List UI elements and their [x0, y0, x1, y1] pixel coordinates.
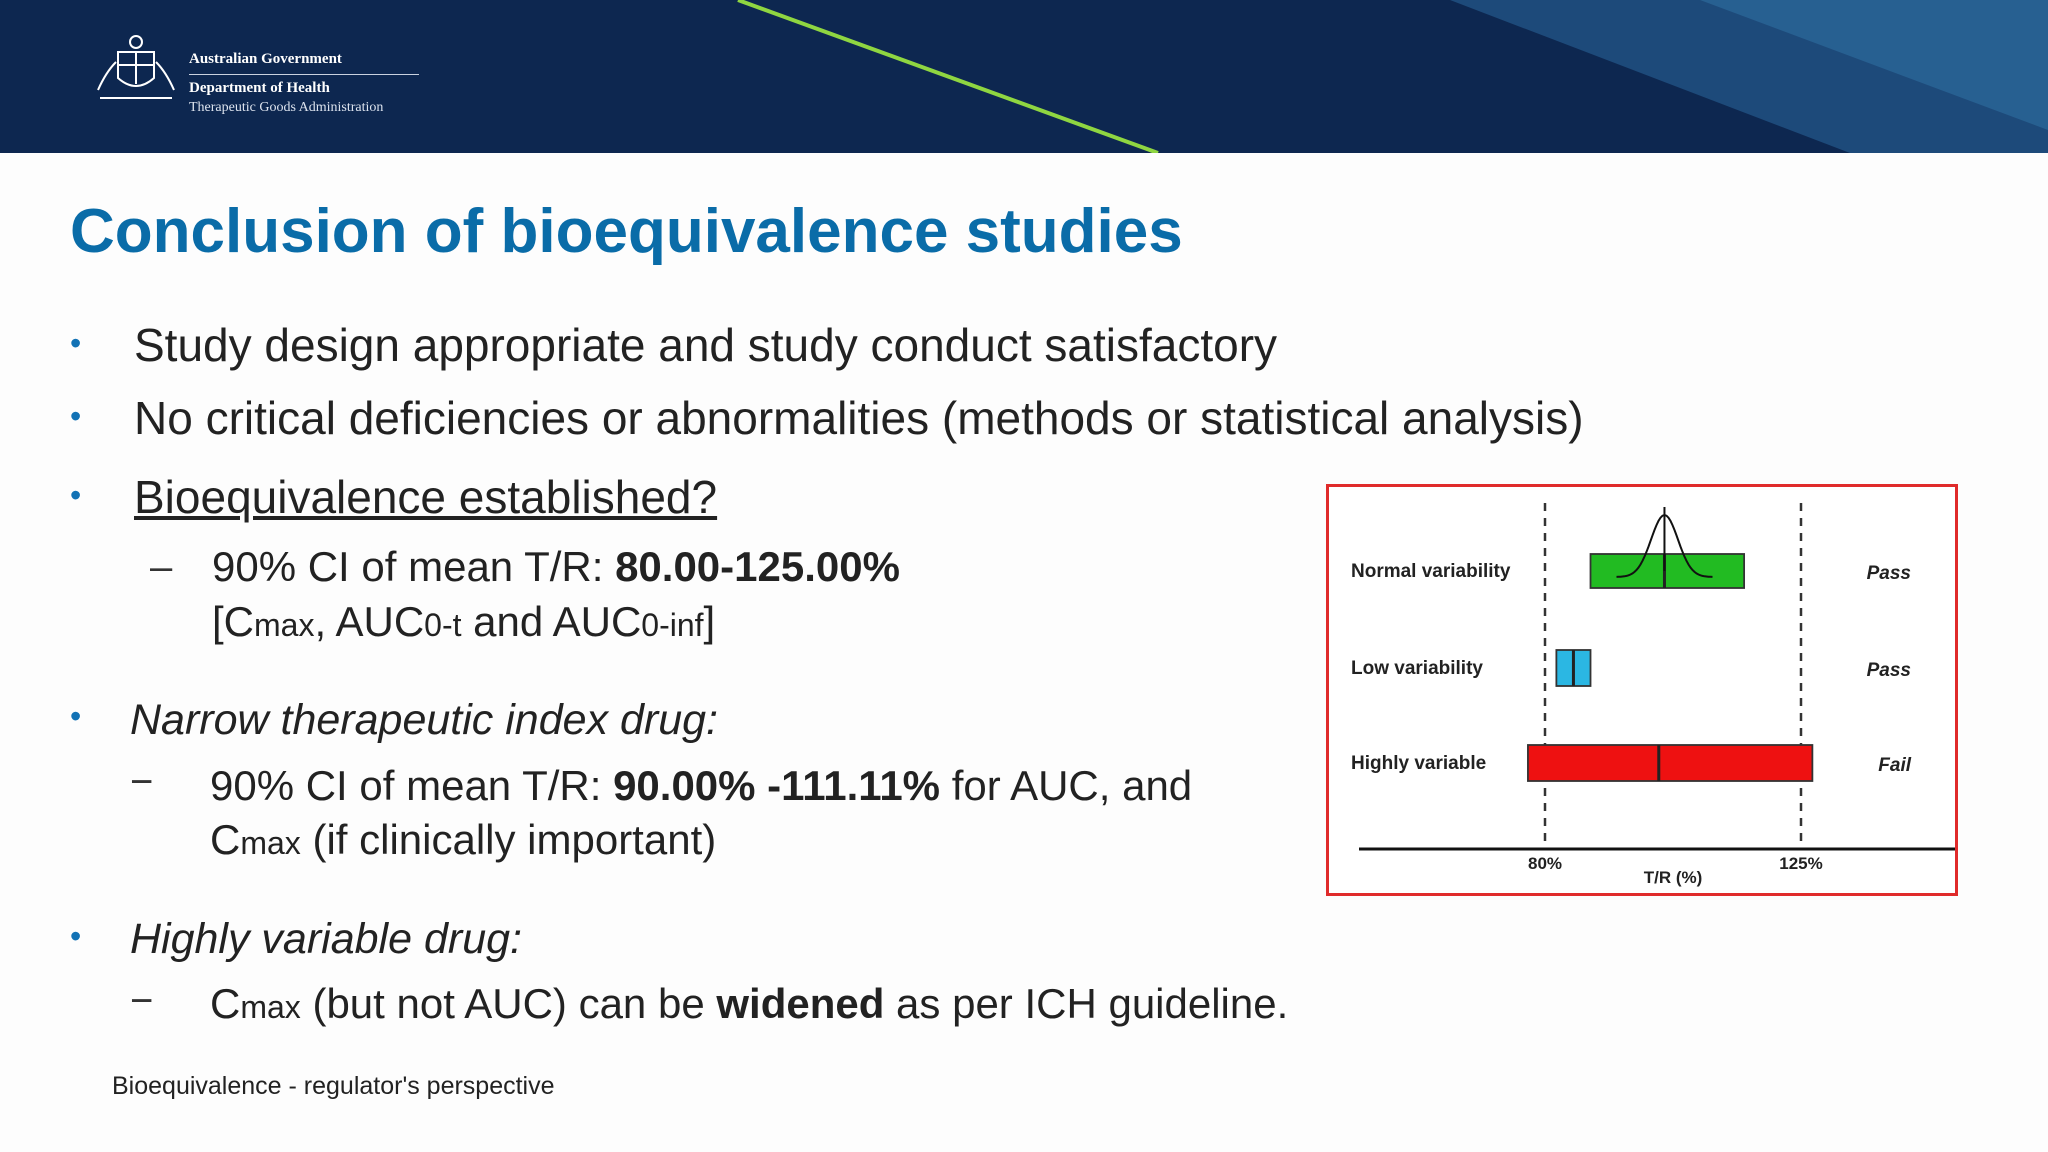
- logo-divider: [189, 74, 419, 75]
- param-text: C: [210, 816, 241, 863]
- bullet-text: Study design appropriate and study condu…: [134, 319, 1278, 371]
- government-name: Australian Government: [189, 51, 342, 67]
- slide-title: Conclusion of bioequivalence studies: [70, 197, 1183, 266]
- param-sub: max: [254, 607, 315, 643]
- chart-canvas: Normal variability Pass Low variability Pas…: [1351, 503, 1955, 887]
- sub-bullet-hvd: Cmax (but not AUC) can be widened as per…: [210, 978, 1288, 1033]
- ci-suffix: for AUC, and: [940, 762, 1193, 809]
- sub-bullet-marker: −: [130, 760, 154, 804]
- series-label: Low variability: [1351, 658, 1483, 679]
- param-text: and AUC: [461, 598, 642, 645]
- param-text: as per ICH guideline.: [884, 980, 1289, 1027]
- agency-name: Therapeutic Goods Administration: [189, 100, 384, 115]
- x-tick-label: 80%: [1528, 854, 1562, 873]
- ci-range: 80.00-125.00%: [615, 543, 900, 590]
- bullet-marker: •: [70, 698, 82, 734]
- bullet-text: No critical deficiencies or abnormalitie…: [134, 392, 1584, 444]
- param-text: (but not AUC) can be: [300, 980, 717, 1027]
- result-label: Pass: [1867, 563, 1911, 584]
- footer-text: Bioequivalence - regulator's perspective: [112, 1072, 555, 1100]
- param-text: [C: [212, 598, 254, 645]
- ci-prefix: 90% CI of mean T/R:: [212, 543, 616, 590]
- x-tick-label: 125%: [1779, 854, 1822, 873]
- sub-bullet-cmax-nti: Cmax (if clinically important): [210, 814, 716, 869]
- bullet-text: Bioequivalence established?: [134, 471, 718, 523]
- header-banner: Australian Government Department of Heal…: [0, 0, 2048, 153]
- param-text: C: [210, 980, 241, 1027]
- department-name: Department of Health: [189, 80, 330, 96]
- param-sub: 0-inf: [641, 607, 704, 643]
- param-sub: max: [240, 989, 301, 1025]
- ci-prefix: 90% CI of mean T/R:: [210, 762, 614, 809]
- bullet-marker: •: [70, 918, 82, 954]
- result-label: Fail: [1878, 755, 1911, 776]
- bullet-marker: •: [70, 398, 82, 434]
- sub-bullet-marker: −: [130, 979, 154, 1023]
- series-label: Normal variability: [1351, 561, 1511, 582]
- param-sub: max: [240, 825, 301, 861]
- sub-bullet-marker: –: [150, 545, 173, 589]
- x-axis-label: T/R (%): [1644, 868, 1703, 887]
- bioequivalence-chart: Normal variability Pass Low variability Pas…: [1326, 484, 1958, 896]
- result-label: Pass: [1867, 660, 1911, 681]
- government-logo: Australian Government Department of Heal…: [88, 30, 428, 125]
- emphasis-text: widened: [716, 980, 885, 1027]
- sub-bullet-parameters: [Cmax, AUC0-t and AUC0-inf]: [212, 596, 715, 651]
- param-sub: 0-t: [424, 607, 462, 643]
- sub-bullet-ci-nti: 90% CI of mean T/R: 90.00% -111.11% for …: [210, 760, 1192, 812]
- bullet-text: Narrow therapeutic index drug:: [130, 696, 718, 744]
- param-text: , AUC: [314, 598, 425, 645]
- bullet-marker: •: [70, 477, 82, 513]
- bullet-text: Highly variable drug:: [130, 915, 522, 963]
- series-label: Highly variable: [1351, 753, 1486, 774]
- coat-of-arms-icon: [97, 35, 175, 99]
- interval-bar: [1527, 744, 1814, 782]
- param-text: ]: [703, 598, 716, 645]
- ci-range: 90.00% -111.11%: [613, 762, 941, 809]
- sub-bullet-ci-standard: 90% CI of mean T/R: 80.00-125.00%: [212, 541, 900, 593]
- banner-graphic: [737, 0, 2048, 153]
- interval-bar: [1589, 553, 1746, 589]
- bullet-marker: •: [70, 325, 82, 361]
- param-text: (if clinically important): [300, 816, 717, 863]
